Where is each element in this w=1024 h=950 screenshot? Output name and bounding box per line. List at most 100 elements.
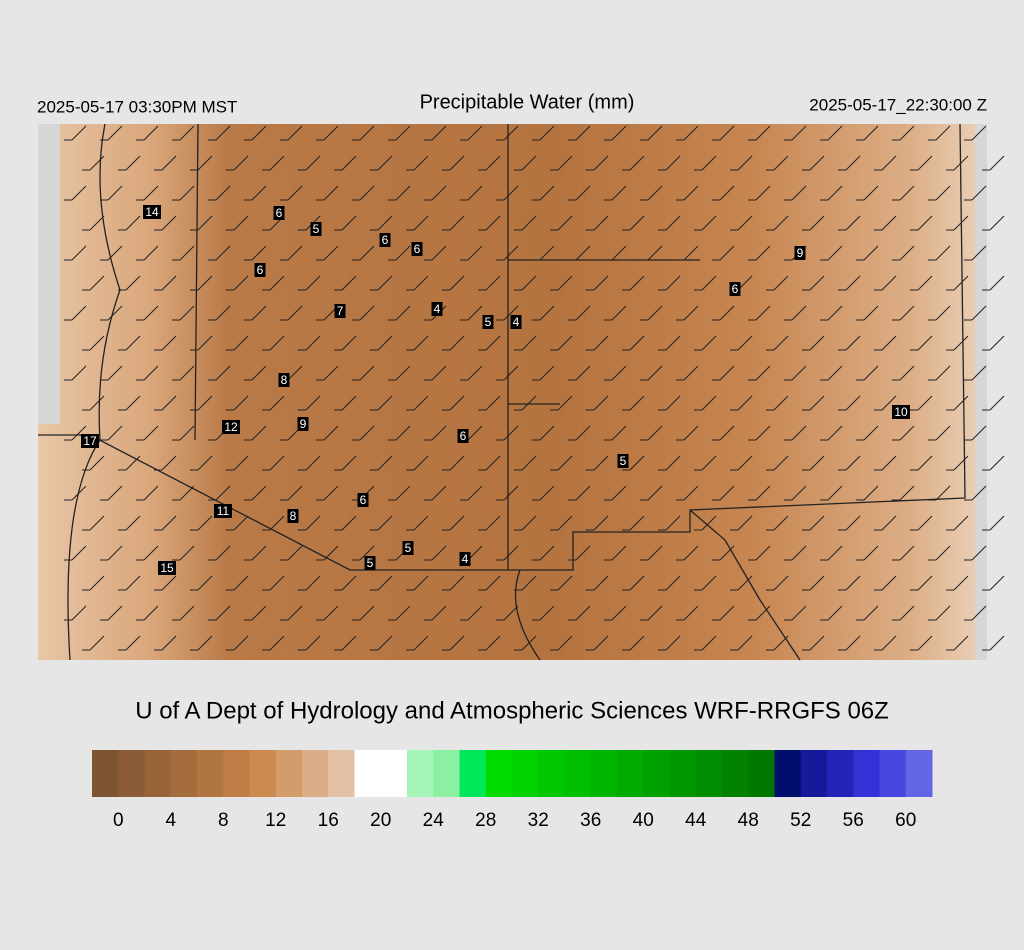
wind-barb [892,485,915,501]
wind-barb [532,605,555,621]
color-swatch [197,750,224,797]
station-value: 9 [797,246,804,260]
wind-barb [532,425,555,441]
wind-barb [910,515,933,531]
wind-barb [874,635,897,651]
wind-barb [280,125,303,141]
wind-barb [856,605,879,621]
wind-barb [100,245,123,261]
wind-barb [712,545,735,561]
wind-barb [982,155,1005,171]
wind-barb [478,515,501,531]
colorbar-tick-label: 36 [580,810,601,831]
wind-barb [172,245,195,261]
wind-barb [928,185,951,201]
wind-barb [550,275,573,291]
wind-barb [730,515,753,531]
wind-barb [154,395,177,411]
wind-barb [424,125,447,141]
station-value: 17 [83,434,97,448]
wind-barb [226,635,249,651]
wind-barb [496,185,519,201]
wind-barb [190,635,213,651]
wind-barb [82,515,105,531]
wind-barb [784,605,807,621]
wind-barb [658,335,681,351]
wind-barb [262,515,285,531]
wind-barb [820,125,843,141]
wind-barb [442,515,465,531]
colorbar-tick-label: 52 [790,810,811,831]
station-box [334,304,346,318]
credit: U of A Dept of Hydrology and Atmospheric… [135,697,889,724]
wind-barb [370,635,393,651]
wind-barb [208,605,231,621]
color-swatch [433,750,460,797]
wind-barb [64,485,87,501]
station-box [617,454,629,468]
wind-barb [820,305,843,321]
color-swatch [800,750,828,797]
wind-barb [226,515,249,531]
color-swatch [118,750,145,797]
wind-barb [244,605,267,621]
station-value: 5 [405,541,412,555]
wind-barb [748,425,771,441]
wind-barb [568,185,591,201]
wind-barb [892,245,915,261]
wind-barb [802,455,825,471]
wind-barb [388,425,411,441]
wind-barb [334,635,357,651]
wind-barb [928,125,951,141]
wind-barb [82,335,105,351]
wind-barb [316,545,339,561]
wind-barb [550,575,573,591]
wind-barb [550,215,573,231]
wind-barb [496,305,519,321]
wind-barb [352,305,375,321]
wind-barb [82,395,105,411]
wind-barb [820,425,843,441]
wind-barb [532,125,555,141]
wind-barb [964,605,987,621]
wind-barb [496,485,519,501]
wind-barb [154,455,177,471]
wind-barb [874,275,897,291]
wind-barb [640,245,663,261]
wind-barb [856,305,879,321]
wind-barb [694,155,717,171]
station-box [158,561,176,575]
wind-barb [874,215,897,231]
wind-barb [172,605,195,621]
wind-barb [172,305,195,321]
wind-barb [172,545,195,561]
wind-barb [154,215,177,231]
map: 14 6 5 6 6 6 7 4 5 4 9 6 8 12 9 6 10 17 5 6 11 8 5 5 4 15 [38,123,1005,661]
wind-barb [118,515,141,531]
wind-barb [928,305,951,321]
wind-barb [874,575,897,591]
wind-barb [694,335,717,351]
station-value: 4 [462,552,469,566]
wind-barb [352,605,375,621]
wind-barb [190,275,213,291]
wind-barb [514,215,537,231]
wind-barb [676,245,699,261]
wind-barb [370,275,393,291]
wind-barb [208,245,231,261]
wind-barb [334,335,357,351]
wind-barb [316,605,339,621]
station-value: 6 [414,242,421,256]
station-box [214,504,232,518]
wind-barb [640,605,663,621]
wind-barb [406,275,429,291]
wind-barb [982,455,1005,471]
wind-barb [316,425,339,441]
wind-barb [982,395,1005,411]
wind-barb [712,485,735,501]
wind-barb [568,485,591,501]
wind-barb [136,305,159,321]
wind-barb [748,365,771,381]
wind-barb [460,305,483,321]
wind-barb [730,575,753,591]
